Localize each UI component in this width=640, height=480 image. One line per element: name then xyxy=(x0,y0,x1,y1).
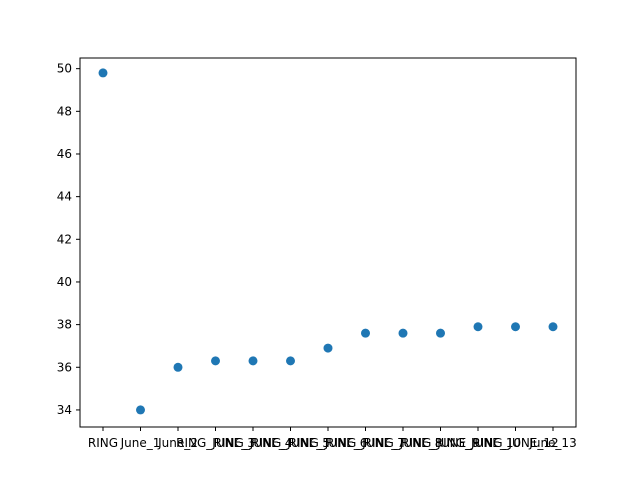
data-point xyxy=(473,322,483,332)
y-tick-label: 42 xyxy=(57,232,72,246)
x-tick-label: RING_JUNE_9 xyxy=(401,436,480,450)
y-tick-label: 40 xyxy=(57,275,72,289)
x-tick-label: RING_JUNE_6 xyxy=(289,436,368,450)
x-tick-label: RING_JUNE_4 xyxy=(214,436,293,450)
x-tick-label: June_2 xyxy=(157,436,198,450)
data-point xyxy=(361,328,370,338)
data-point xyxy=(398,328,408,338)
data-point xyxy=(248,356,258,366)
x-tick-label: RING_JUNE_3 xyxy=(176,436,255,450)
y-tick-label: 46 xyxy=(57,147,72,161)
y-axis: 34 36 38 40 42 44 46 48 50 xyxy=(57,62,80,417)
plot-area xyxy=(79,57,577,428)
y-tick-label: 44 xyxy=(57,190,72,204)
data-point xyxy=(136,405,145,415)
x-tick-label: RING xyxy=(88,436,118,450)
data-point xyxy=(98,68,108,78)
x-tick-label: RING_JUNE_10 xyxy=(435,436,521,450)
y-tick-label: 48 xyxy=(57,104,72,118)
x-tick-label: RING_JUNE_12 xyxy=(472,436,558,450)
data-point xyxy=(548,322,558,332)
x-tick-label: June_13 xyxy=(528,436,576,450)
data-point xyxy=(286,356,295,366)
y-tick-label: 36 xyxy=(57,360,72,374)
x-tick-label: June_1 xyxy=(120,436,161,450)
data-point xyxy=(323,343,333,353)
data-points xyxy=(98,68,558,415)
x-axis: RING June_1June_2RING_JUNE_3RING_JUNE_4RI… xyxy=(88,427,577,450)
x-tick-label: RING_JUNE_7 xyxy=(326,436,405,450)
data-point xyxy=(511,322,520,332)
y-tick-label: 38 xyxy=(57,318,72,332)
x-tick-label: RING_JUNE_5 xyxy=(251,436,330,450)
x-tick-label: RING_JUNE_8 xyxy=(364,436,443,450)
data-point xyxy=(211,356,220,366)
y-tick-label: 34 xyxy=(57,403,72,417)
y-tick-label: 50 xyxy=(57,62,72,76)
data-point xyxy=(436,328,445,338)
data-point xyxy=(173,362,183,372)
